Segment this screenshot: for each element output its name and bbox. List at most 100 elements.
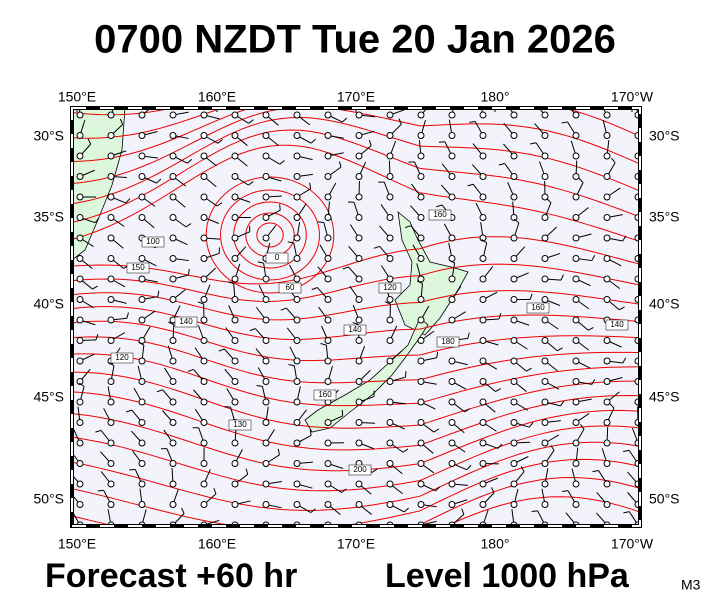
barb-station (479, 173, 487, 180)
barb-station (479, 234, 487, 242)
barb-feather (546, 198, 552, 204)
barb-feather (95, 333, 99, 340)
contour-label: 100 (146, 237, 160, 246)
barb-station (572, 378, 580, 385)
contour-label-box (343, 324, 367, 336)
australia-land (72, 108, 126, 261)
barb-station (510, 275, 518, 283)
latitude-label: 45°S (33, 389, 64, 405)
barb-station (262, 173, 270, 180)
barb-station (200, 378, 208, 385)
barb-station (448, 460, 456, 467)
barb-station (541, 255, 549, 262)
barb-feather (560, 274, 564, 281)
barb-station (76, 255, 84, 262)
barb-feather (168, 321, 174, 325)
barb-station (510, 316, 518, 324)
barb-station (200, 501, 208, 508)
barb-station (200, 419, 208, 426)
latitude-label: 45°S (649, 389, 680, 405)
contour-label-box (313, 389, 337, 401)
barb-station (386, 255, 394, 262)
barb-station (417, 275, 425, 283)
barb-station (138, 439, 146, 447)
barb-station (386, 275, 394, 283)
longitude-label: 150°E (58, 536, 96, 552)
model-label: M3 (681, 577, 701, 593)
barb-station (324, 357, 332, 365)
barb-station (355, 378, 363, 385)
barb-feather (498, 163, 505, 166)
barb-station (107, 460, 115, 467)
barb-feather (491, 487, 495, 494)
barb-station (510, 419, 518, 426)
barb-station (138, 501, 146, 508)
barb-feather (654, 336, 657, 341)
barb-station (169, 255, 177, 262)
isobar (72, 108, 176, 116)
barb-station (200, 337, 208, 344)
barb-feather (126, 312, 129, 319)
barb-feather (498, 313, 502, 320)
barb-station (107, 193, 115, 201)
barb-station (231, 111, 239, 119)
barb-station (479, 255, 487, 262)
barb-station (510, 480, 518, 488)
barb-station (572, 439, 580, 447)
barb-station (231, 357, 239, 365)
barb-station (386, 480, 394, 488)
barb-station (417, 214, 425, 221)
barb-station (510, 296, 518, 303)
barb-station (76, 419, 84, 426)
contour-label: 140 (179, 317, 193, 326)
barb-feather (372, 468, 378, 473)
barb-station (324, 501, 332, 508)
barb-feather (560, 400, 565, 407)
barb-station (138, 152, 146, 160)
barb-station (107, 501, 115, 508)
barb-station (262, 419, 270, 426)
barb-station (231, 152, 239, 160)
barb-station (572, 173, 580, 180)
barb-station (479, 111, 487, 119)
barb-feather (310, 138, 316, 144)
barb-station (262, 296, 270, 303)
barb-station (541, 337, 549, 344)
barb-station (138, 296, 146, 303)
barb-station (107, 275, 115, 283)
barb-station (603, 296, 611, 303)
barb-station (448, 193, 456, 201)
barb-station (386, 419, 394, 426)
title: 0700 NZDT Tue 20 Jan 2026 (94, 18, 616, 62)
longitude-label: 180° (481, 536, 510, 552)
barb-station (169, 439, 177, 447)
barb-station (200, 234, 208, 242)
barb-feather (213, 488, 217, 495)
barb-station (324, 275, 332, 283)
barb-station (386, 357, 394, 365)
barb-station (417, 111, 425, 119)
barb-feather (317, 221, 324, 224)
contour-label: 130 (233, 420, 247, 429)
barb-station (138, 173, 146, 180)
barb-feather (227, 281, 234, 285)
barb-feather (287, 241, 294, 244)
latitude-label: 30°S (33, 128, 64, 144)
barb-station (572, 480, 580, 488)
barb-station (479, 439, 487, 447)
barb-station (541, 439, 549, 447)
isobar (72, 290, 640, 321)
barb-station (200, 173, 208, 180)
barb-station (510, 193, 518, 201)
barb-station (107, 214, 115, 221)
barb-station (293, 378, 301, 385)
barb-feather (320, 343, 327, 346)
barb-station (448, 275, 456, 283)
barb-feather (277, 448, 280, 455)
barb-station (107, 132, 115, 139)
barb-station (417, 296, 425, 303)
barb-station (417, 255, 425, 262)
barb-station (107, 111, 115, 119)
barb-station (262, 337, 270, 344)
barb-station (169, 337, 177, 344)
